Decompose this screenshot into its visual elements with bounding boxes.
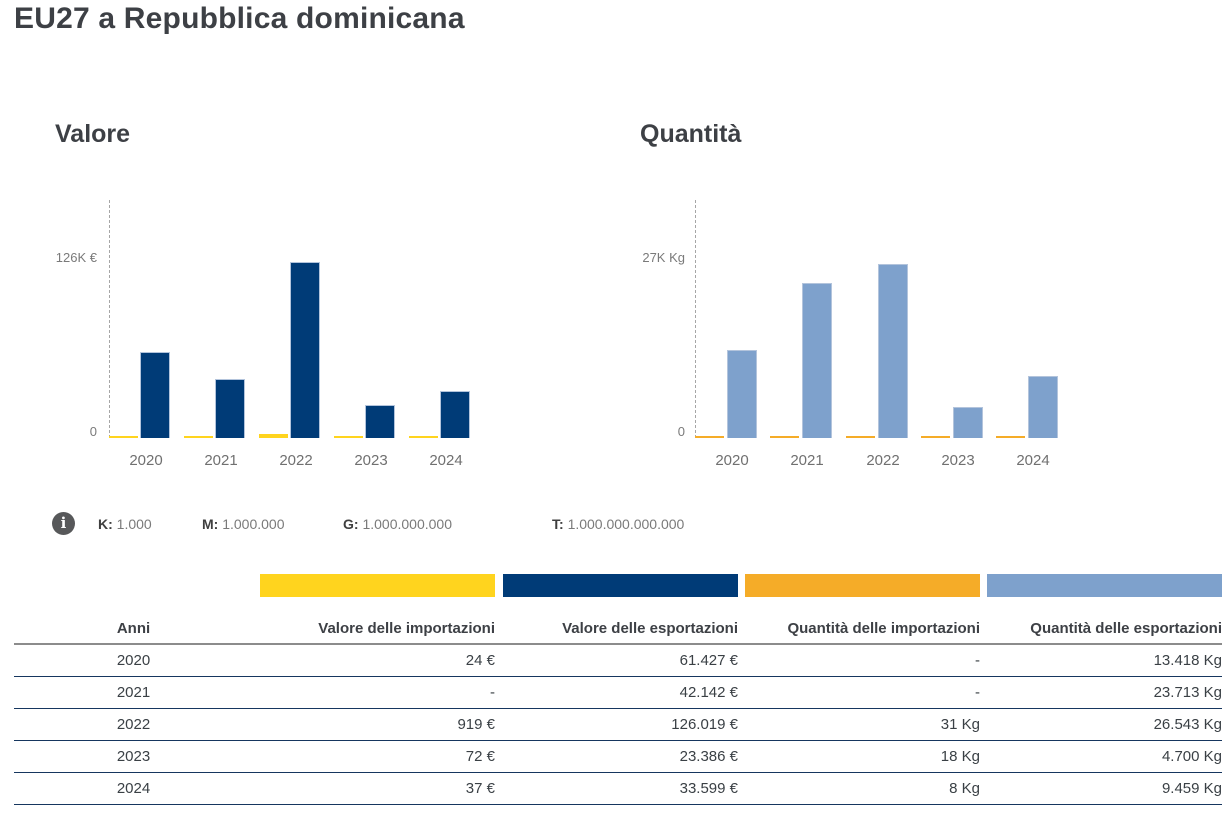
x-axis-label: 2024 — [1016, 452, 1050, 469]
bar-importazioni[interactable] — [695, 436, 724, 438]
table-cell: 23.713 Kg — [980, 676, 1222, 709]
y-axis-zero-label: 0 — [89, 424, 97, 439]
y-axis-max-label: 27K Kg — [642, 250, 685, 265]
x-axis-label: 2021 — [204, 452, 238, 469]
table-cell: 2020 — [14, 644, 253, 677]
bar-importazioni[interactable] — [770, 436, 799, 438]
bar-esportazioni[interactable] — [878, 264, 908, 438]
table-cell: 18 Kg — [738, 740, 980, 773]
table-cell: 31 Kg — [738, 708, 980, 741]
column-header[interactable]: Anni — [14, 612, 253, 645]
legend-swatch[interactable] — [745, 574, 980, 597]
table-cell: 2023 — [14, 740, 253, 773]
x-axis-label: 2022 — [279, 452, 313, 469]
table-row[interactable]: 2024 37 €33.599 €8 Kg 9.459 Kg — [14, 772, 1222, 805]
column-header[interactable]: Valore delle esportazioni — [495, 612, 738, 645]
table-row[interactable]: 2020 24 €61.427 € -13.418 Kg — [14, 644, 1222, 677]
unit-legend-item: T: 1.000.000.000.000 — [552, 516, 685, 532]
table-row[interactable]: 2023 72 €23.386 €18 Kg 4.700 Kg — [14, 740, 1222, 773]
legend-swatch[interactable] — [987, 574, 1222, 597]
x-axis-label: 2023 — [941, 452, 975, 469]
x-axis-label: 2022 — [866, 452, 900, 469]
bar-importazioni[interactable] — [109, 435, 138, 438]
table-cell: 2024 — [14, 772, 253, 805]
unit-legend-item: M: 1.000.000 — [202, 516, 285, 532]
info-icon[interactable]: i — [52, 512, 75, 535]
table-cell: 42.142 € — [495, 676, 738, 709]
table-cell: 8 Kg — [738, 772, 980, 805]
x-axis-label: 2024 — [429, 452, 463, 469]
bar-esportazioni[interactable] — [140, 352, 170, 438]
y-axis-line — [109, 200, 110, 438]
table-cell: 4.700 Kg — [980, 740, 1222, 773]
bar-esportazioni[interactable] — [440, 391, 470, 438]
x-axis-label: 2020 — [715, 452, 749, 469]
legend-swatch[interactable] — [503, 574, 738, 597]
table-cell: - — [253, 676, 495, 709]
table-body: 2020 24 €61.427 € -13.418 Kg 2021-42.142 € -… — [14, 644, 1222, 805]
table-cell: 33.599 € — [495, 772, 738, 805]
bars-quantita — [695, 200, 1085, 438]
table-cell: 9.459 Kg — [980, 772, 1222, 805]
x-axis-label: 2023 — [354, 452, 388, 469]
table-header-row: Anni Valore delle importazioni Valore dell… — [14, 612, 1222, 645]
table-cell: - — [738, 644, 980, 677]
bar-esportazioni[interactable] — [215, 379, 245, 438]
x-axis-label: 2021 — [790, 452, 824, 469]
unit-legend-item: G: 1.000.000.000 — [343, 516, 452, 532]
bar-esportazioni[interactable] — [290, 262, 320, 438]
y-axis-max-label: 126K € — [55, 250, 97, 265]
table-cell: 13.418 Kg — [980, 644, 1222, 677]
bar-esportazioni[interactable] — [365, 405, 395, 438]
table-row[interactable]: 2022 919 €126.019 €31 Kg 26.543 Kg — [14, 708, 1222, 741]
bar-esportazioni[interactable] — [727, 350, 757, 438]
bar-esportazioni[interactable] — [953, 407, 983, 438]
table-cell: - — [738, 676, 980, 709]
bars-valore — [109, 200, 499, 438]
table-cell: 2022 — [14, 708, 253, 741]
bar-esportazioni[interactable] — [1028, 376, 1058, 438]
column-header[interactable]: Quantità delle esportazioni — [980, 612, 1222, 645]
bar-importazioni[interactable] — [184, 436, 213, 438]
table-cell: 2021 — [14, 676, 253, 709]
column-header[interactable]: Valore delle importazioni — [253, 612, 495, 645]
bar-esportazioni[interactable] — [802, 283, 832, 438]
table-cell: 61.427 € — [495, 644, 738, 677]
table-cell: 37 € — [253, 772, 495, 805]
table-cell: 72 € — [253, 740, 495, 773]
legend-swatch[interactable] — [260, 574, 495, 597]
column-header[interactable]: Quantità delle importazioni — [738, 612, 980, 645]
table-row[interactable]: 2021-42.142 € -23.713 Kg — [14, 676, 1222, 709]
unit-legend-item: K: 1.000 — [98, 516, 152, 532]
table-cell: 23.386 € — [495, 740, 738, 773]
bar-importazioni[interactable] — [846, 435, 875, 438]
table-cell: 24 € — [253, 644, 495, 677]
y-axis-line — [695, 200, 696, 438]
chart-title-quantita: Quantità — [640, 120, 742, 148]
page-title: EU27 a Repubblica dominicana — [14, 2, 465, 35]
trade-data-table: Anni Valore delle importazioni Valore dell… — [14, 612, 1222, 805]
bar-importazioni[interactable] — [409, 435, 438, 438]
bar-importazioni[interactable] — [334, 435, 363, 438]
table-cell: 26.543 Kg — [980, 708, 1222, 741]
table-cell: 919 € — [253, 708, 495, 741]
bar-importazioni[interactable] — [259, 434, 288, 438]
table-cell: 126.019 € — [495, 708, 738, 741]
bar-importazioni[interactable] — [921, 435, 950, 438]
chart-title-valore: Valore — [55, 120, 131, 148]
x-axis-label: 2020 — [129, 452, 163, 469]
bar-importazioni[interactable] — [996, 435, 1025, 438]
y-axis-zero-label: 0 — [677, 424, 685, 439]
